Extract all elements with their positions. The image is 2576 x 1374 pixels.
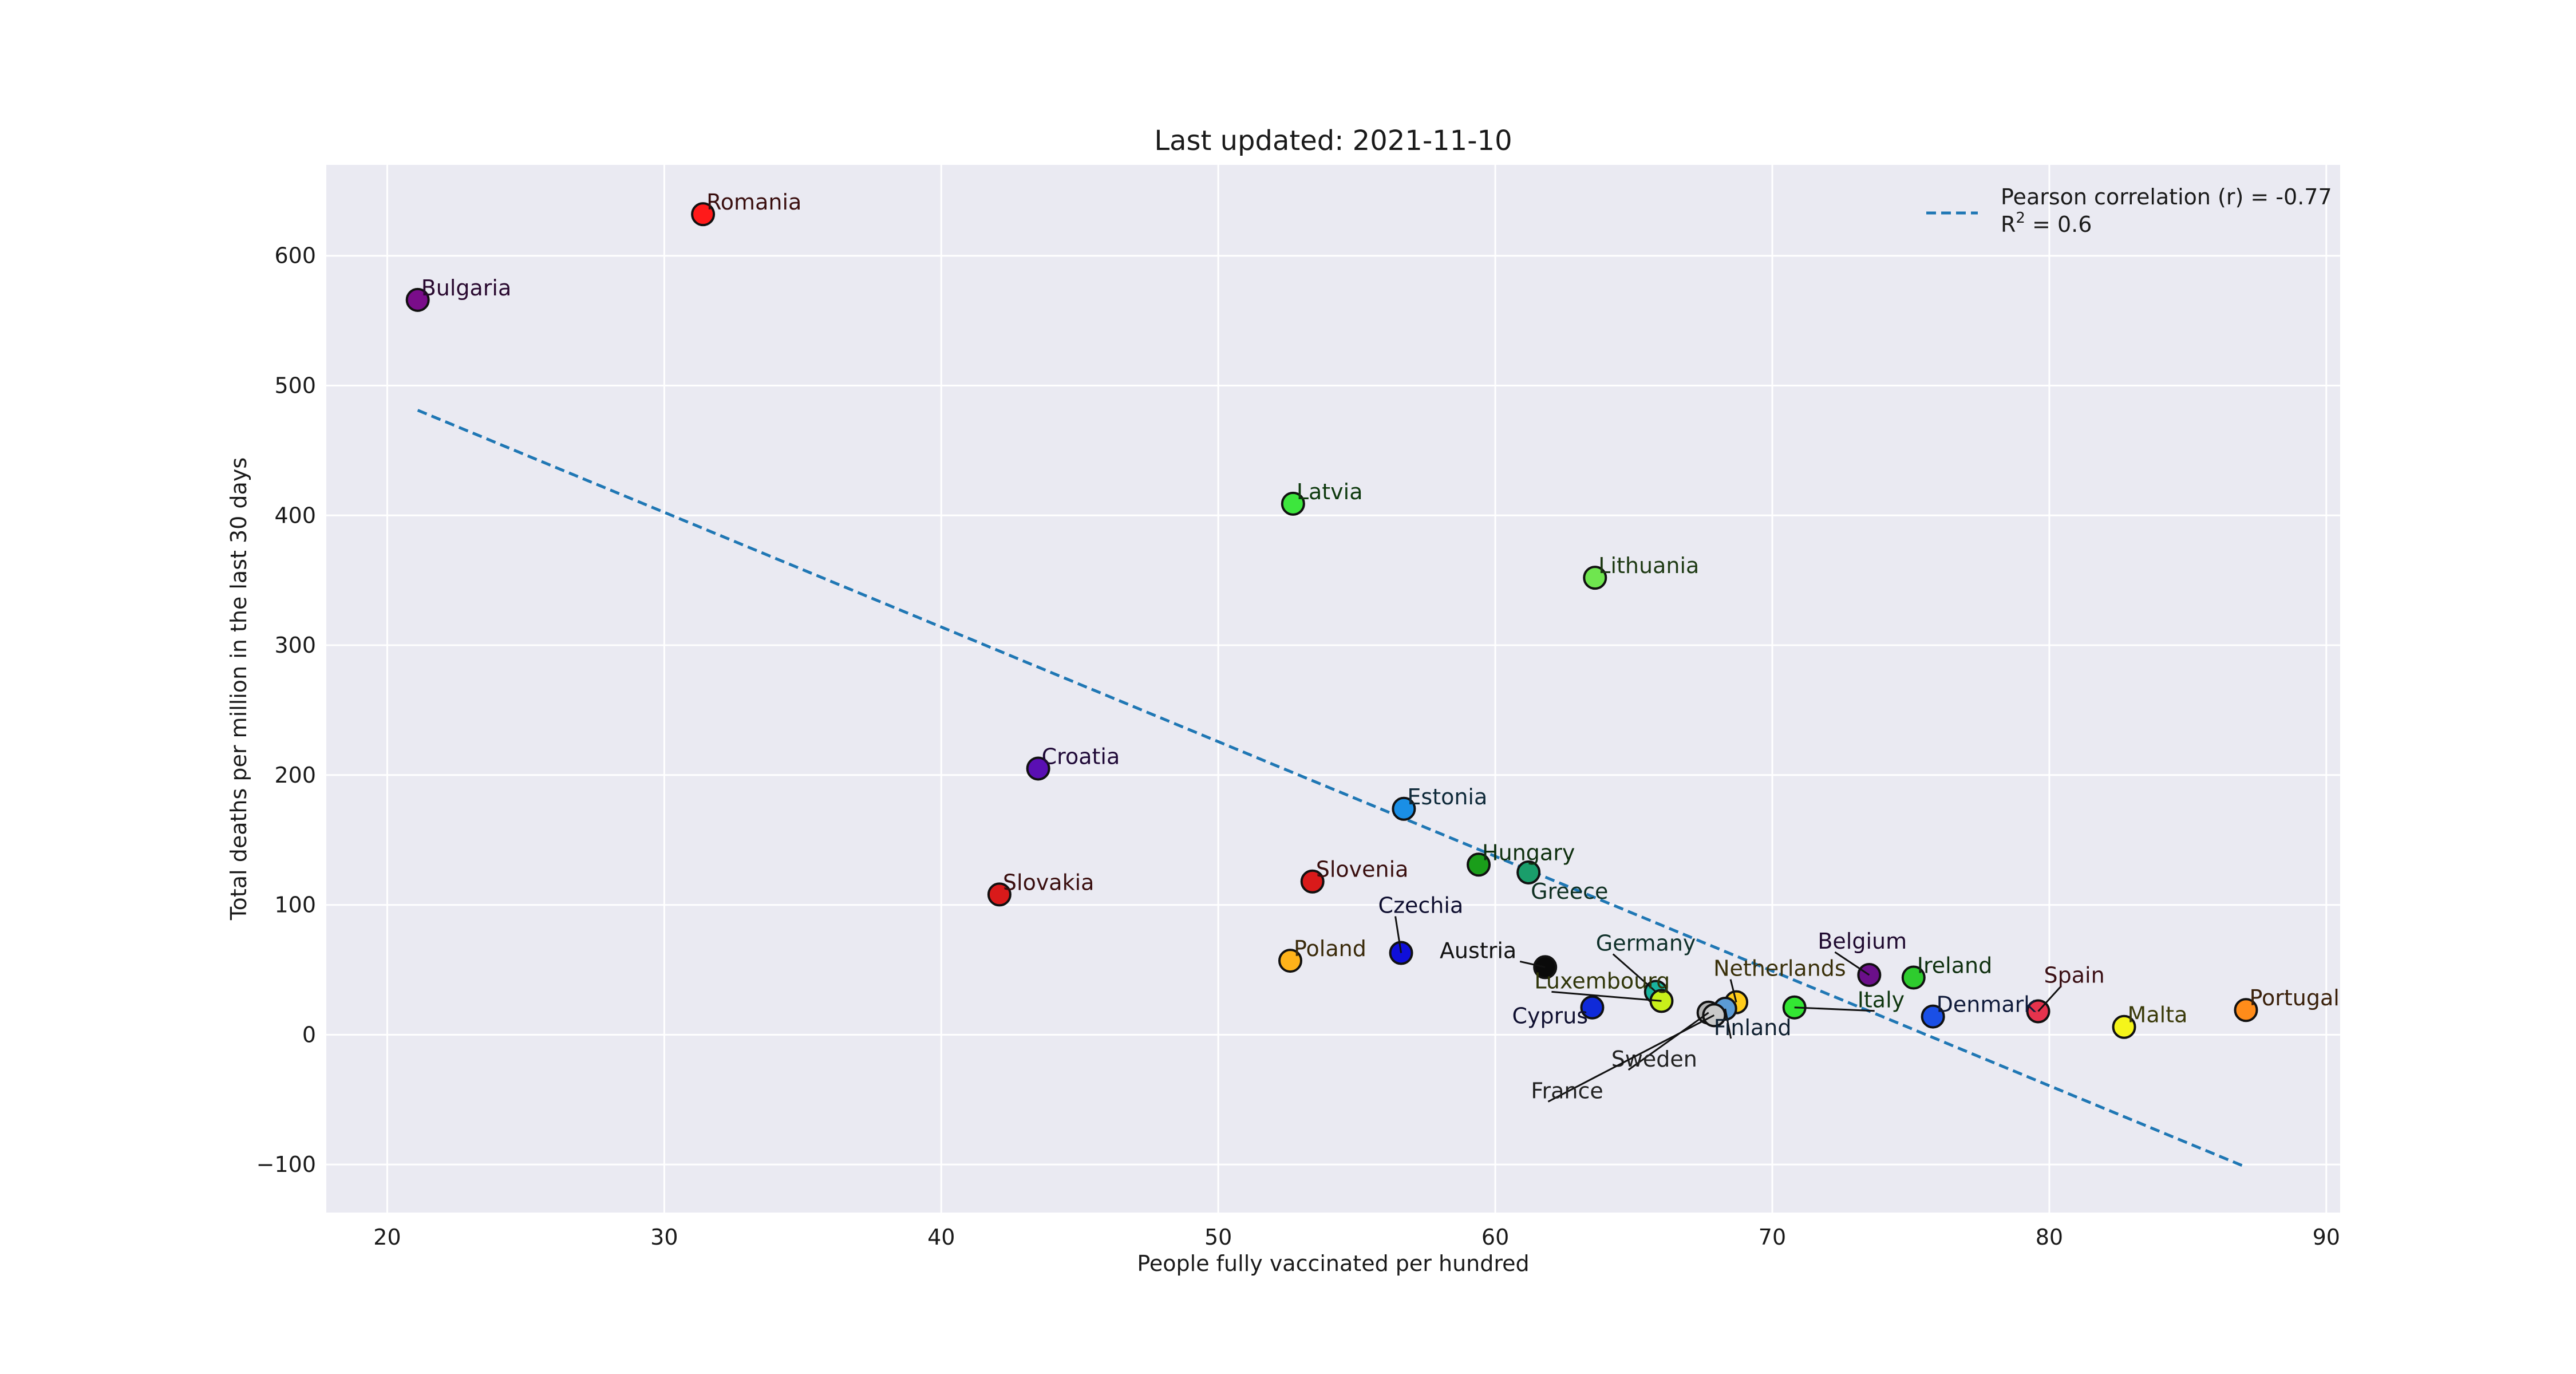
leader-line-germany [1612,953,1657,993]
point-latvia [1281,491,1305,516]
leader-line-luxembourg [1551,990,1662,1002]
x-tick-labels: 20 30 40 50 60 70 80 90 [373,1225,2340,1250]
point-portugal [2234,998,2258,1022]
point-label-croatia: Croatia [1042,744,1120,769]
legend: Pearson correlation (r) = -0.77 R2 = 0.6 [1926,184,2332,237]
leader-line-belgium [1834,951,1870,976]
point-label-czechia: Czechia [1378,893,1464,918]
point-label-greece: Greece [1531,879,1608,904]
y-tick-label: −100 [256,1152,316,1177]
point-label-ireland: Ireland [1917,953,1992,978]
leader-line-spain [2037,985,2062,1012]
leader-line-czechia [1394,916,1402,953]
point-cyprus [1580,995,1605,1020]
trend-line-layer [417,409,2247,1168]
point-label-bulgaria: Bulgaria [421,275,512,301]
point-estonia [1392,796,1416,821]
x-axis-label: People fully vaccinated per hundred [1137,1251,1529,1276]
point-denmark [1921,1004,1945,1029]
point-label-malta: Malta [2128,1002,2188,1028]
point-label-austria: Austria [1440,938,1516,963]
leader-line-finland [1724,1008,1732,1039]
y-tick-label: 100 [274,893,316,918]
legend-label-pearson: Pearson correlation (r) = -0.77 [2001,184,2332,210]
point-label-luxembourg: Luxembourg [1534,968,1670,993]
y-tick-label: 0 [302,1022,316,1047]
y-tick-label: 500 [274,373,316,398]
leader-line-austria [1519,960,1546,968]
point-label-finland: Finland [1714,1015,1792,1040]
pearson-trend-line [417,409,2247,1168]
point-label-slovenia: Slovenia [1316,857,1409,882]
point-label-hungary: Hungary [1482,840,1575,865]
point-label-germany: Germany [1596,930,1696,956]
point-romania [691,202,716,227]
point-slovakia [987,882,1012,907]
x-tick-label: 30 [650,1225,678,1250]
chart-title: Last updated: 2021-11-10 [1154,125,1512,157]
point-label-estonia: Estonia [1407,784,1487,810]
y-tick-labels: −100 0 100 200 300 400 500 600 [256,243,316,1177]
point-label-netherlands: Netherlands [1713,956,1846,981]
y-axis-label: Total deaths per million in the last 30 … [226,457,251,921]
point-label-france: France [1531,1078,1603,1103]
x-tick-label: 70 [1759,1225,1786,1250]
point-label-poland: Poland [1294,936,1366,961]
point-label-italy: Italy [1858,988,1905,1013]
leader-line-netherlands [1729,979,1737,1003]
grid-lines [326,165,2340,1213]
point-croatia [1026,756,1050,781]
point-label-romania: Romania [706,189,801,215]
leader-line-france [1547,1014,1715,1103]
x-tick-label: 40 [927,1225,955,1250]
plot-background [326,165,2340,1213]
x-tick-label: 80 [2036,1225,2063,1250]
point-slovenia [1300,869,1325,894]
leader-line-italy [1794,1006,1875,1012]
x-tick-label: 20 [373,1225,401,1250]
leader-line-sweden [1627,1012,1709,1071]
point-label-slovakia: Slovakia [1003,870,1095,895]
legend-label-r2: R2 = 0.6 [2001,210,2092,237]
y-tick-label: 600 [274,243,316,269]
point-label-belgium: Belgium [1818,929,1907,954]
y-tick-label: 300 [274,633,316,658]
point-label-denmark: Denmark [1937,992,2037,1017]
x-tick-label: 60 [1481,1225,1509,1250]
point-label-spain: Spain [2044,963,2105,988]
point-malta [2112,1014,2136,1039]
point-label-cyprus: Cyprus [1512,1004,1588,1029]
point-label-sweden: Sweden [1611,1047,1697,1072]
point-greece [1516,860,1541,885]
x-tick-label: 90 [2313,1225,2340,1250]
point-label-portugal: Portugal [2249,985,2339,1010]
point-hungary [1467,852,1491,877]
y-tick-label: 200 [274,763,316,788]
point-lithuania [1583,566,1607,590]
y-tick-label: 400 [274,503,316,528]
x-tick-label: 50 [1204,1225,1232,1250]
point-poland [1278,949,1302,973]
point-label-latvia: Latvia [1297,479,1363,504]
point-ireland [1901,965,1926,990]
point-bulgaria [405,287,430,312]
point-label-lithuania: Lithuania [1598,553,1699,578]
point-labels: Romania Bulgaria Latvia Lithuania Croatia Est… [421,189,2340,1103]
